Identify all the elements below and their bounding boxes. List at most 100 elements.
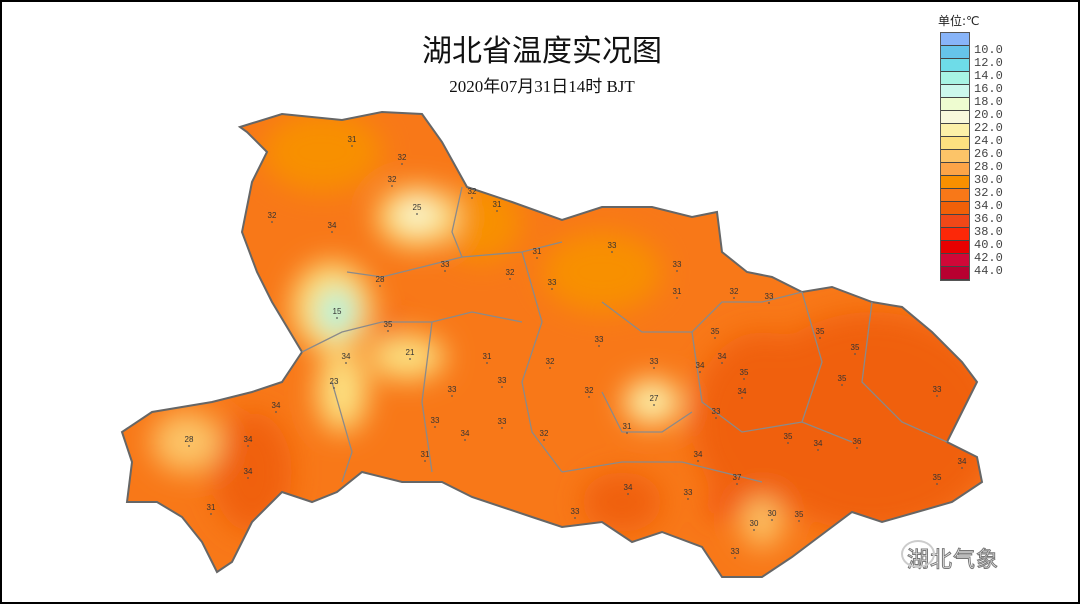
city-border (801, 291, 823, 423)
station-temperature: 30 (768, 509, 777, 518)
temperature-zone (692, 332, 832, 512)
city-border (521, 251, 563, 473)
station-temperature: 33 (571, 507, 580, 516)
legend-swatch (941, 85, 969, 98)
legend-label: 18.0 (974, 95, 1003, 109)
legend-swatch (941, 150, 969, 163)
station-dot (331, 231, 333, 233)
city-border (451, 186, 463, 258)
station-temperature: 33 (731, 547, 740, 556)
station-temperature: 34 (461, 429, 470, 438)
station-temperature: 33 (441, 260, 450, 269)
temperature-zone (742, 497, 782, 547)
station-temperature: 35 (851, 343, 860, 352)
legend-label: 38.0 (974, 225, 1003, 239)
watermark: 湖北气象 (901, 540, 999, 574)
station-temperature: 33 (712, 407, 721, 416)
station-temperature: 34 (814, 439, 823, 448)
station-dot (271, 221, 273, 223)
station-temperature: 31 (483, 352, 492, 361)
station-dot (345, 362, 347, 364)
city-border (691, 331, 853, 443)
legend-label: 14.0 (974, 69, 1003, 83)
station-temperature: 34 (244, 467, 253, 476)
city-border (331, 381, 353, 483)
station-temperature: 32 (268, 211, 277, 220)
legend-label: 22.0 (974, 121, 1003, 135)
legend-label: 16.0 (974, 82, 1003, 96)
province-outline (120, 110, 984, 578)
station-dot (486, 362, 488, 364)
station-temperature: 34 (694, 450, 703, 459)
station-temperature: 34 (342, 352, 351, 361)
legend-labels: 10.0 12.0 14.0 16.0 18.0 20.0 22.0 24.0 26.0 28.0… (974, 44, 1003, 278)
temperature-zone (442, 182, 522, 262)
station-dot (574, 517, 576, 519)
station-dot (734, 557, 736, 559)
temperature-zone (369, 335, 445, 379)
legend-unit: 单位:℃ (938, 14, 980, 28)
legend-swatch (941, 46, 969, 59)
legend-label: 10.0 (974, 43, 1003, 57)
map-subtitle: 2020年07月31日14时 BJT (449, 77, 635, 96)
wechat-icon (901, 540, 935, 568)
city-border (601, 291, 803, 333)
legend-swatch (941, 137, 969, 150)
legend-label: 34.0 (974, 199, 1003, 213)
station-dot (798, 520, 800, 522)
station-dot (653, 367, 655, 369)
station-temperature: 33 (684, 488, 693, 497)
legend-label: 40.0 (974, 238, 1003, 252)
station-temperature: 15 (333, 307, 342, 316)
station-dot (351, 145, 353, 147)
station-dot (819, 337, 821, 339)
legend-swatch (941, 33, 969, 46)
temperature-zone (582, 472, 662, 532)
station-dot (753, 529, 755, 531)
station-dot (444, 270, 446, 272)
legend-label: 28.0 (974, 160, 1003, 174)
station-dot (936, 483, 938, 485)
station-dot (687, 498, 689, 500)
station-dot (611, 251, 613, 253)
station-dot (653, 404, 655, 406)
station-dot (817, 449, 819, 451)
station-temperature: 31 (673, 287, 682, 296)
station-temperature: 33 (933, 385, 942, 394)
station-temperature: 34 (738, 387, 747, 396)
station-temperature: 34 (958, 457, 967, 466)
legend-label: 32.0 (974, 186, 1003, 200)
station-temperature: 35 (784, 432, 793, 441)
station-dot (451, 395, 453, 397)
station-temperature: 34 (696, 361, 705, 370)
station-dot (626, 432, 628, 434)
station-dot (627, 493, 629, 495)
station-dot (768, 302, 770, 304)
temperature-zone (707, 497, 737, 517)
station-dot (676, 270, 678, 272)
station-temperature: 32 (388, 175, 397, 184)
station-temperature: 31 (493, 200, 502, 209)
legend-swatch (941, 59, 969, 72)
temperature-zone (152, 412, 222, 472)
legend-swatch (941, 72, 969, 85)
station-dot (333, 387, 335, 389)
station-dot (464, 439, 466, 441)
station-dot (856, 447, 858, 449)
station-labels: 31 32 32 25 31 32 34 32 31 33 28 33 32 33 33 31 32 33 15 35… (185, 135, 967, 559)
station-temperature: 35 (740, 368, 749, 377)
station-dot (409, 358, 411, 360)
color-legend: 单位:℃ 10.0 12.0 14.0 16.0 18.0 20.0 22.0 24.0 26.… (938, 12, 1003, 281)
city-border (301, 311, 523, 353)
legend-label: 36.0 (974, 212, 1003, 226)
station-dot (549, 367, 551, 369)
temperature-zone (317, 352, 367, 432)
station-dot (247, 477, 249, 479)
station-dot (501, 427, 503, 429)
station-temperature: 32 (585, 386, 594, 395)
station-temperature: 33 (595, 335, 604, 344)
station-temperature: 33 (765, 292, 774, 301)
station-dot (536, 257, 538, 259)
station-dot (841, 384, 843, 386)
station-temperature: 35 (933, 473, 942, 482)
